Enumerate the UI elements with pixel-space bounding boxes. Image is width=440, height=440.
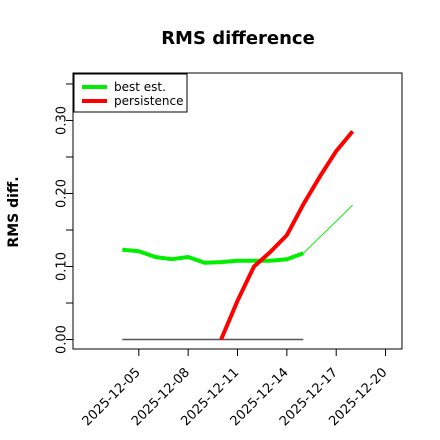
y-tick-label: 0.30 xyxy=(55,106,70,135)
legend-label: best est. xyxy=(114,80,166,94)
legend: best est.persistence xyxy=(73,73,188,113)
plot-frame xyxy=(72,72,403,350)
best-est-extension-line xyxy=(302,204,353,254)
chart-title: RMS difference xyxy=(161,28,315,49)
plot-area: 0.000.100.200.302025-12-052025-12-082025… xyxy=(55,72,403,429)
legend-box xyxy=(73,73,188,113)
persistence-line xyxy=(219,130,355,341)
y-tick-label: 0.10 xyxy=(55,252,70,281)
best-est-line xyxy=(122,247,304,265)
legend-label: persistence xyxy=(114,94,183,108)
y-tick-label: 0.00 xyxy=(55,325,70,354)
y-tick-label: 0.20 xyxy=(55,179,70,208)
y-axis-label: RMS diff. xyxy=(6,176,22,247)
